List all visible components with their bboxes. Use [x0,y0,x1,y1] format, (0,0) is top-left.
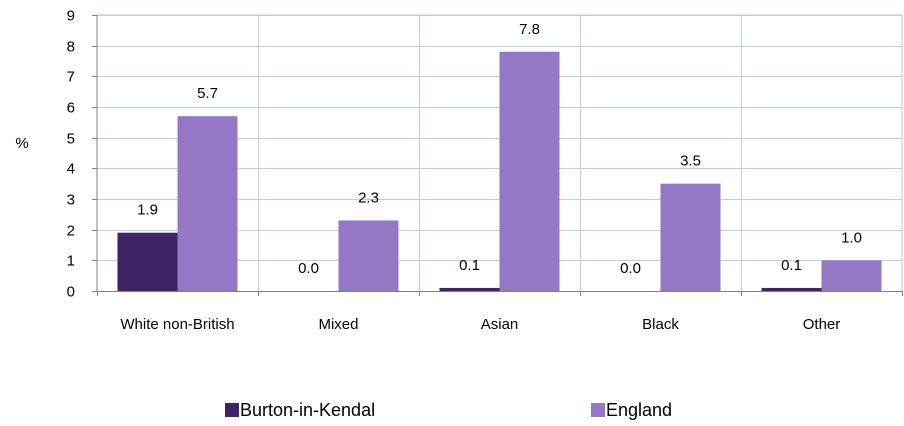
data-label: 0.0 [298,260,319,277]
data-label: 1.0 [841,229,862,246]
bar-burton-2 [439,287,500,291]
data-label: 7.8 [519,21,540,38]
y-tick-label: 4 [67,161,75,178]
y-tick-label: 8 [67,39,75,56]
bar-england-0 [177,116,238,291]
x-tick-label: Black [642,316,679,333]
y-tick-label: 9 [67,8,75,25]
data-labels: 1.9 0.0 0.1 0.0 0.1 5.7 2.3 7.8 3.5 1.0 [137,21,862,277]
y-tick-label: 6 [67,100,75,117]
y-axis-label: % [15,135,28,152]
bar-england-3 [660,183,721,291]
x-tick-label: Other [803,316,841,333]
bar-england-4 [821,260,882,291]
bar-england-2 [499,51,560,291]
legend: Burton-in-Kendal England [225,400,672,420]
y-tick-label: 7 [67,69,75,86]
y-tick-label: 3 [67,192,75,209]
data-label: 0.1 [781,257,802,274]
x-tick-labels: White non-British Mixed Asian Black Other [120,316,840,333]
axes [92,15,903,296]
x-tick-label: White non-British [120,316,234,333]
data-label: 0.1 [459,257,480,274]
y-tick-labels: 0 1 2 3 4 5 6 7 8 9 [67,8,75,301]
data-label: 2.3 [358,189,379,206]
x-tick-label: Asian [481,316,519,333]
data-label: 1.9 [137,202,158,219]
bar-burton-0 [117,232,178,291]
legend-label-england: England [606,400,672,420]
y-tick-label: 5 [67,131,75,148]
data-label: 0.0 [620,260,641,277]
data-label: 3.5 [680,153,701,170]
y-tick-label: 2 [67,223,75,240]
y-tick-label: 0 [67,284,75,301]
y-tick-label: 1 [67,253,75,270]
legend-label-burton: Burton-in-Kendal [240,400,375,420]
bar-england-1 [338,220,399,291]
data-label: 5.7 [197,85,218,102]
legend-swatch-burton [225,403,239,417]
bars [117,51,882,291]
x-tick-label: Mixed [318,316,358,333]
legend-swatch-england [591,403,605,417]
bar-burton-4 [761,287,822,291]
